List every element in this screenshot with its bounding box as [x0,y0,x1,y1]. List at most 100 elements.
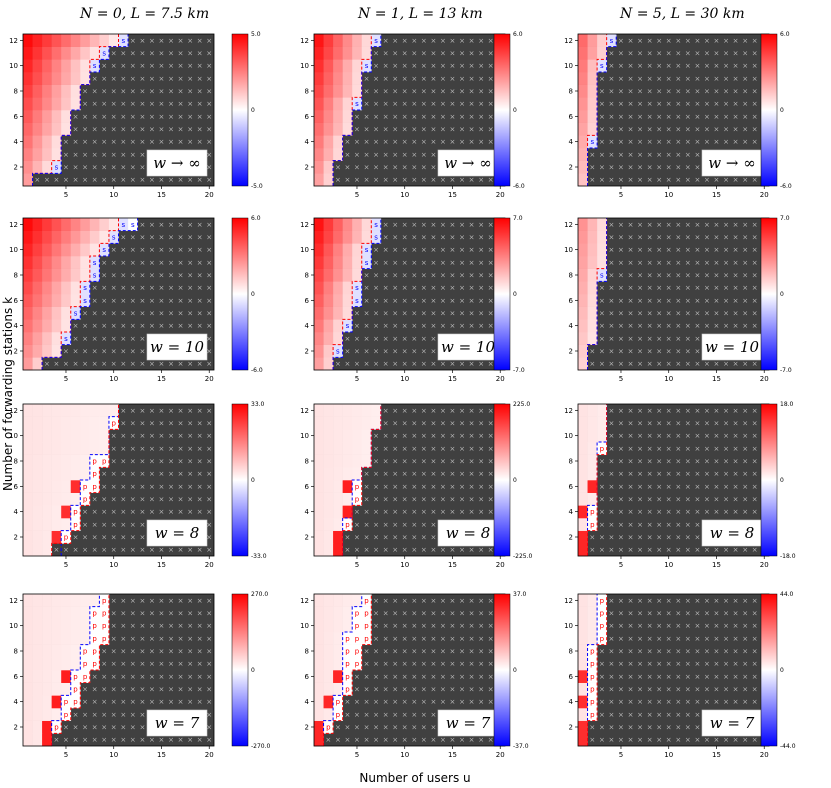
infeasible-marker: × [589,724,595,732]
marker-p: p [92,648,97,656]
infeasible-marker: × [704,610,710,618]
infeasible-marker: × [111,635,117,643]
infeasible-marker: × [402,420,408,428]
heatmap-cell [323,135,334,149]
infeasible-marker: × [392,724,398,732]
infeasible-marker: × [752,686,758,694]
infeasible-marker: × [714,126,720,134]
heatmap-cell [61,404,72,417]
infeasible-marker: × [120,673,126,681]
x-tick-label: 15 [712,561,721,569]
heatmap-cell [23,306,33,320]
infeasible-marker: × [666,297,672,305]
infeasible-marker: × [421,62,427,70]
marker-p: p [355,496,360,504]
heatmap-cell [587,319,598,333]
infeasible-marker: × [478,50,484,58]
infeasible-marker: × [402,62,408,70]
colorbar-tick-label: 0 [780,291,784,298]
infeasible-marker: × [101,470,107,478]
w-label-box: w = 7 [437,709,499,737]
heatmap-cell [587,281,598,295]
infeasible-marker: × [168,138,174,146]
heatmap-cell [333,682,343,696]
heatmap-cell [61,218,72,231]
infeasible-marker: × [628,88,634,96]
infeasible-marker: × [628,673,634,681]
infeasible-marker: × [120,234,126,242]
heatmap-cell [32,268,43,282]
infeasible-marker: × [206,246,212,254]
infeasible-marker: × [139,113,145,121]
heatmap-cell [323,682,334,696]
colorbar-tick-label: 44.0 [780,591,794,598]
infeasible-marker: × [120,508,126,516]
infeasible-marker: × [421,597,427,605]
infeasible-marker: × [149,272,155,280]
infeasible-marker: × [656,521,662,529]
infeasible-marker: × [450,138,456,146]
infeasible-marker: × [618,458,624,466]
colorbar [760,217,778,371]
infeasible-marker: × [469,673,475,681]
heatmap-cell [333,442,343,455]
heatmap-cell [99,404,110,417]
heatmap-cell [342,256,353,269]
infeasible-marker: × [430,164,436,172]
infeasible-marker: × [178,508,184,516]
heatmap-cell [587,606,598,620]
infeasible-marker: × [411,62,417,70]
infeasible-marker: × [101,724,107,732]
infeasible-marker: × [392,660,398,668]
infeasible-marker: × [608,483,614,491]
infeasible-marker: × [392,272,398,280]
infeasible-marker: × [647,483,653,491]
heatmap-cell [314,256,324,269]
infeasible-marker: × [488,736,494,744]
infeasible-marker: × [149,75,155,83]
heatmap-cell [32,416,43,430]
infeasible-marker: × [675,622,681,630]
infeasible-marker: × [392,420,398,428]
colorbar-tick-label: -6.0 [251,367,263,374]
infeasible-marker: × [488,88,494,96]
infeasible-marker: × [187,483,193,491]
colorbar-tick-label: -5.0 [251,183,263,190]
infeasible-marker: × [430,445,436,453]
heatmap-cell [314,268,324,282]
infeasible-marker: × [450,360,456,368]
heatmap-cell [51,467,62,481]
infeasible-marker: × [187,297,193,305]
infeasible-marker: × [647,234,653,242]
infeasible-marker: × [685,221,691,229]
x-tick-label: 15 [712,375,721,383]
heatmap-cell [342,619,353,633]
infeasible-marker: × [383,660,389,668]
region-boundary [323,594,363,746]
infeasible-marker: × [647,100,653,108]
infeasible-marker: × [675,348,681,356]
infeasible-marker: × [159,176,165,184]
infeasible-marker: × [430,348,436,356]
heatmap-cell [23,657,33,671]
infeasible-marker: × [421,176,427,184]
infeasible-marker: × [421,483,427,491]
x-tick-label: 10 [109,375,118,383]
infeasible-marker: × [656,246,662,254]
heatmap-cell [314,670,324,683]
infeasible-marker: × [392,711,398,719]
infeasible-marker: × [411,508,417,516]
infeasible-marker: × [168,113,174,121]
infeasible-marker: × [666,322,672,330]
infeasible-marker: × [82,711,88,719]
infeasible-marker: × [149,62,155,70]
infeasible-marker: × [685,176,691,184]
heatmap-cell [70,34,81,47]
infeasible-marker: × [628,458,634,466]
infeasible-marker: × [197,75,203,83]
infeasible-marker: × [206,176,212,184]
heatmap-cell [323,294,334,307]
infeasible-marker: × [111,100,117,108]
infeasible-marker: × [742,660,748,668]
infeasible-marker: × [197,138,203,146]
